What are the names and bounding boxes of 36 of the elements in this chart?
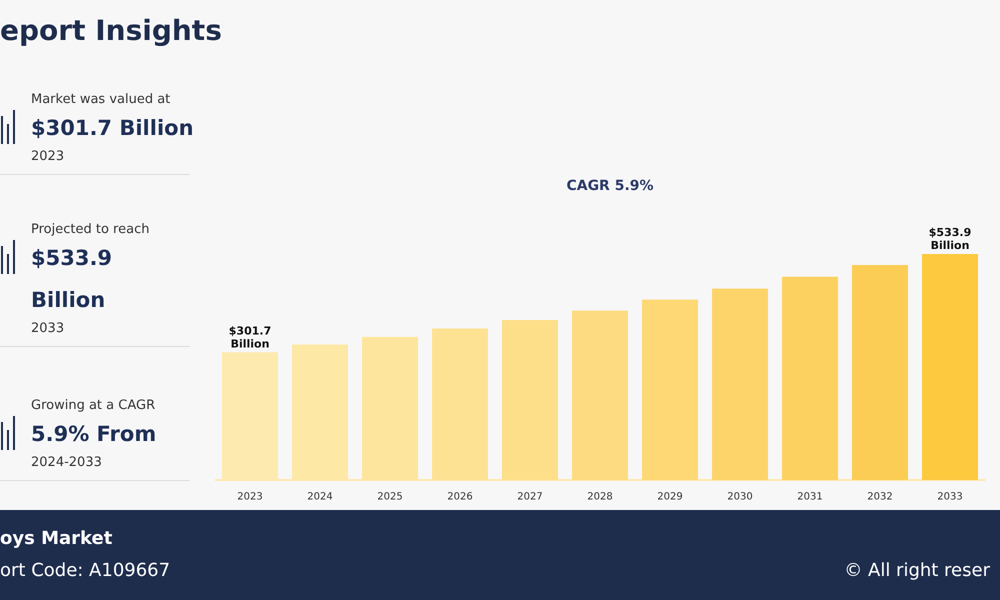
bar (642, 300, 698, 480)
text: CAGR 5.9% (565, 178, 655, 194)
text: $301.7 Billion (31, 115, 195, 142)
x-tick-label: 2024 (307, 492, 333, 503)
x-tick-label: 2030 (727, 492, 753, 503)
x-tick-label: 2031 (797, 492, 823, 503)
text: Market was valued at (31, 92, 172, 107)
bar (782, 276, 838, 480)
bar (922, 254, 978, 480)
x-tick-label: 2025 (377, 492, 403, 503)
x-tick-label: 2033 (937, 492, 963, 503)
bar (712, 288, 768, 480)
text: Growing at a CAGR (31, 398, 156, 413)
text: 2023 (31, 149, 66, 164)
x-tick-label: 2032 (867, 492, 893, 503)
bar (502, 320, 558, 480)
x-tick-label: 2028 (587, 492, 613, 503)
text: © All right reser (844, 560, 990, 581)
x-tick-label: 2027 (517, 492, 543, 503)
bar (572, 310, 628, 480)
x-tick-label: 2023 (237, 492, 263, 503)
text: 2024-2033 (31, 455, 103, 470)
bar (432, 328, 488, 480)
text: ort Code: A109667 (0, 560, 170, 581)
text: oys Market (0, 528, 112, 549)
x-tick-label: 2026 (447, 492, 473, 503)
text: Projected to reach (31, 222, 150, 237)
text: 2033 (31, 321, 66, 336)
bar (852, 264, 908, 480)
text: $533.9 Billion (31, 245, 114, 314)
data-label: $301.7 Billion (228, 324, 272, 350)
chart-title: eport Insights (0, 14, 222, 47)
data-label: $533.9 Billion (928, 226, 972, 252)
x-tick-label: 2029 (657, 492, 683, 503)
text: 5.9% From (31, 421, 158, 448)
bar (362, 336, 418, 480)
